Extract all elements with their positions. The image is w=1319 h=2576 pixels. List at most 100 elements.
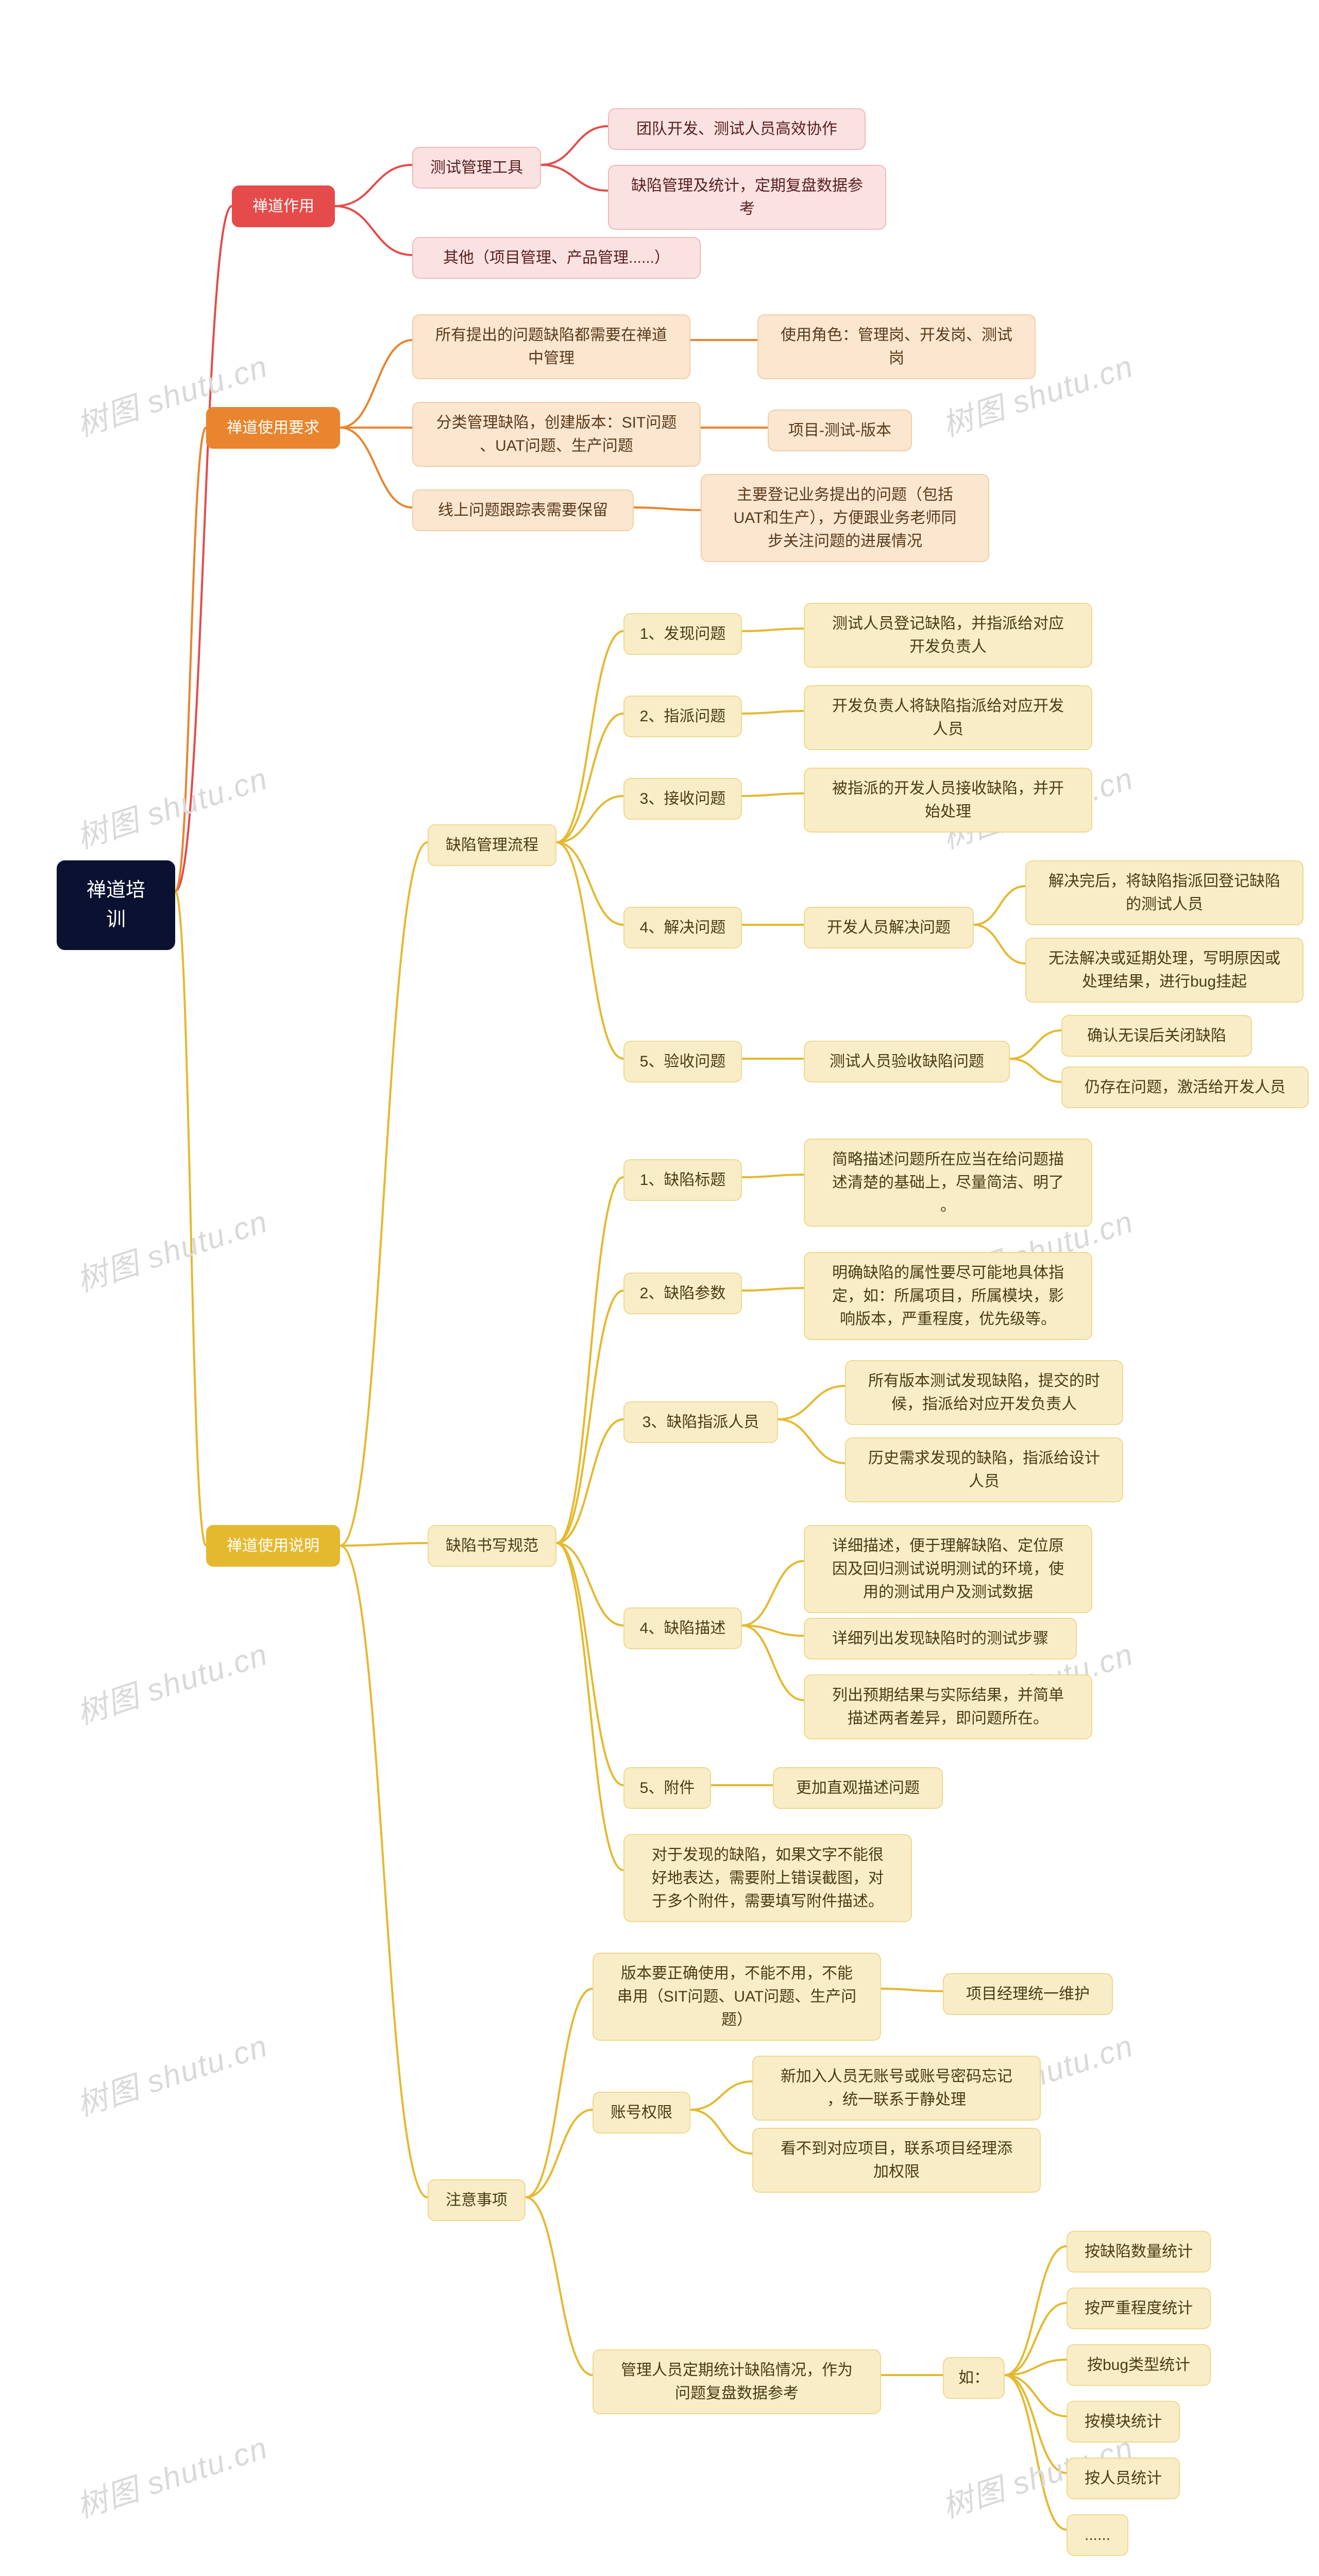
node-label: 测试管理工具 (430, 156, 523, 179)
mindmap-node-n3a3[interactable]: 3、接收问题 (623, 778, 742, 820)
link-n1-n1b (335, 206, 412, 255)
node-label: 仍存在问题，激活给开发人员 (1085, 1076, 1286, 1099)
mindmap-node-n3c3[interactable]: 管理人员定期统计缺陷情况，作为 问题复盘数据参考 (593, 2349, 881, 2414)
mindmap-node-n3b2d[interactable]: 明确缺陷的属性要尽可能地具体指 定，如：所属项目，所属模块，影 响版本，严重程度… (804, 1252, 1092, 1340)
mindmap-node-n3a5d[interactable]: 测试人员验收缺陷问题 (804, 1041, 1010, 1082)
mindmap-node-n3b[interactable]: 缺陷书写规范 (428, 1525, 556, 1567)
link-n1-n1a (335, 165, 412, 206)
mindmap-node-n2[interactable]: 禅道使用要求 (206, 407, 340, 449)
link-n3a-n3a4 (556, 842, 623, 925)
node-label: 1、发现问题 (640, 622, 726, 646)
mindmap-node-n2a1[interactable]: 使用角色：管理岗、开发岗、测试 岗 (757, 314, 1036, 379)
node-label: 所有版本测试发现缺陷，提交的时 候，指派给对应开发负责人 (868, 1369, 1100, 1416)
node-label: 更加直观描述问题 (796, 1776, 920, 1800)
node-label: 项目-测试-版本 (788, 419, 891, 442)
mindmap-node-n3c[interactable]: 注意事项 (428, 2179, 526, 2221)
mindmap-node-n3c2d1[interactable]: 新加入人员无账号或账号密码忘记 ，统一联系于静处理 (752, 2056, 1041, 2121)
mindmap-node-n3a5d1[interactable]: 确认无误后关闭缺陷 (1061, 1015, 1252, 1057)
link-n3b2-n3b2d (742, 1288, 804, 1291)
node-label: 开发负责人将缺陷指派给对应开发 人员 (832, 694, 1064, 741)
node-label: 测试人员验收缺陷问题 (830, 1050, 984, 1073)
mindmap-node-n3[interactable]: 禅道使用说明 (206, 1525, 340, 1567)
node-label: 缺陷管理及统计，定期复盘数据参 考 (631, 174, 863, 221)
mindmap-node-n3c3d6[interactable]: ...... (1067, 2514, 1128, 2556)
mindmap-node-n3a2d[interactable]: 开发负责人将缺陷指派给对应开发 人员 (804, 685, 1092, 750)
node-label: 简略描述问题所在应当在给问题描 述清楚的基础上，尽量简洁、明了 。 (832, 1148, 1064, 1217)
link-n3a4d-n3a4d2 (974, 925, 1025, 963)
link-n3a1-n3a1d (742, 629, 804, 631)
mindmap-node-n3c3d1[interactable]: 按缺陷数量统计 (1067, 2231, 1211, 2273)
mindmap-node-n1a1[interactable]: 团队开发、测试人员高效协作 (608, 108, 866, 150)
mindmap-node-n3c2[interactable]: 账号权限 (593, 2092, 690, 2133)
mindmap-node-n3c2d2[interactable]: 看不到对应项目，联系项目经理添 加权限 (752, 2128, 1041, 2193)
mindmap-node-n3a1[interactable]: 1、发现问题 (623, 613, 742, 655)
node-label: 被指派的开发人员接收缺陷，并开 始处理 (832, 777, 1064, 823)
node-label: 3、缺陷指派人员 (642, 1411, 759, 1434)
mindmap-node-n3b4[interactable]: 4、缺陷描述 (623, 1607, 742, 1649)
node-label: 明确缺陷的属性要尽可能地具体指 定，如：所属项目，所属模块，影 响版本，严重程度… (832, 1261, 1064, 1331)
mindmap-node-n3a[interactable]: 缺陷管理流程 (428, 824, 556, 866)
mindmap-node-n3b5[interactable]: 5、附件 (623, 1767, 711, 1809)
mindmap-node-n3c3d4[interactable]: 按模块统计 (1067, 2401, 1180, 2443)
node-label: 按人员统计 (1085, 2467, 1162, 2490)
mindmap-node-n3c3d3[interactable]: 按bug类型统计 (1067, 2344, 1211, 2386)
mindmap-node-n3a4d[interactable]: 开发人员解决问题 (804, 907, 974, 948)
mindmap-node-n3c3d2[interactable]: 按严重程度统计 (1067, 2287, 1211, 2329)
mindmap-node-n3b3d1[interactable]: 所有版本测试发现缺陷，提交的时 候，指派给对应开发负责人 (845, 1360, 1123, 1425)
mindmap-node-n3a4d1[interactable]: 解决完后，将缺陷指派回登记缺陷 的测试人员 (1025, 860, 1304, 925)
node-label: 新加入人员无账号或账号密码忘记 ，统一联系于静处理 (781, 2065, 1012, 2111)
mindmap-node-n3b3[interactable]: 3、缺陷指派人员 (623, 1401, 778, 1443)
mindmap-node-n3b2[interactable]: 2、缺陷参数 (623, 1273, 742, 1314)
mindmap-node-n3a5d2[interactable]: 仍存在问题，激活给开发人员 (1061, 1066, 1309, 1108)
node-label: 2、指派问题 (640, 705, 726, 728)
node-label: 按缺陷数量统计 (1085, 2240, 1193, 2263)
node-label: 管理人员定期统计缺陷情况，作为 问题复盘数据参考 (621, 2359, 853, 2405)
mindmap-node-n2b[interactable]: 分类管理缺陷，创建版本：SIT问题 、UAT问题、生产问题 (412, 402, 701, 467)
mindmap-node-n1a[interactable]: 测试管理工具 (412, 147, 541, 189)
node-label: 所有提出的问题缺陷都需要在禅道 中管理 (435, 324, 667, 370)
mindmap-node-n3a4[interactable]: 4、解决问题 (623, 907, 742, 948)
link-root-n2 (175, 428, 206, 891)
mindmap-node-n3a4d2[interactable]: 无法解决或延期处理，写明原因或 处理结果，进行bug挂起 (1025, 938, 1304, 1003)
mindmap-node-n3b5d[interactable]: 更加直观描述问题 (773, 1767, 943, 1809)
mindmap-node-n3c1d[interactable]: 项目经理统一维护 (943, 1973, 1113, 2015)
mindmap-node-n1[interactable]: 禅道作用 (232, 185, 335, 227)
node-label: 如： (958, 2366, 989, 2389)
mindmap-node-n3c1[interactable]: 版本要正确使用，不能不用，不能 串用（SIT问题、UAT问题、生产问 题） (593, 1953, 881, 2041)
mindmap-node-n3c3d[interactable]: 如： (943, 2357, 1005, 2399)
mindmap-node-n3b1d[interactable]: 简略描述问题所在应当在给问题描 述清楚的基础上，尽量简洁、明了 。 (804, 1139, 1092, 1227)
link-n3b-n3b3 (556, 1419, 623, 1543)
mindmap-node-n2c[interactable]: 线上问题跟踪表需要保留 (412, 489, 634, 531)
mindmap-node-n3b4d1[interactable]: 详细描述，便于理解缺陷、定位原 因及回归测试说明测试的环境，使 用的测试用户及测… (804, 1525, 1092, 1613)
node-label: 账号权限 (611, 2101, 672, 2124)
mindmap-node-n1b[interactable]: 其他（项目管理、产品管理......） (412, 237, 701, 279)
mindmap-node-n3b3d2[interactable]: 历史需求发现的缺陷，指派给设计 人员 (845, 1437, 1123, 1502)
mindmap-node-n3b4d2[interactable]: 详细列出发现缺陷时的测试步骤 (804, 1618, 1077, 1659)
node-label: 历史需求发现的缺陷，指派给设计 人员 (868, 1447, 1100, 1493)
mindmap-node-n3a1d[interactable]: 测试人员登记缺陷，并指派给对应 开发负责人 (804, 603, 1092, 668)
link-n3a5d-n3a5d1 (1010, 1030, 1061, 1059)
mindmap-node-n3b1[interactable]: 1、缺陷标题 (623, 1159, 742, 1201)
node-label: 主要登记业务提出的问题（包括 UAT和生产），方便跟业务老师同 步关注问题的进展… (734, 483, 957, 553)
node-label: 详细列出发现缺陷时的测试步骤 (832, 1627, 1049, 1650)
link-n3c1-n3c1d (881, 1989, 943, 1991)
mindmap-node-n1a2[interactable]: 缺陷管理及统计，定期复盘数据参 考 (608, 165, 886, 230)
node-label: 4、解决问题 (640, 916, 726, 939)
mindmap-node-n2c1[interactable]: 主要登记业务提出的问题（包括 UAT和生产），方便跟业务老师同 步关注问题的进展… (701, 474, 989, 562)
link-n3b1-n3b1d (742, 1175, 804, 1177)
mindmap-node-n3c3d5[interactable]: 按人员统计 (1067, 2458, 1180, 2499)
node-label: 分类管理缺陷，创建版本：SIT问题 、UAT问题、生产问题 (436, 411, 677, 457)
node-label: 禅道使用要求 (227, 416, 319, 439)
mindmap-node-n2b1[interactable]: 项目-测试-版本 (768, 410, 912, 451)
mindmap-node-n3a3d[interactable]: 被指派的开发人员接收缺陷，并开 始处理 (804, 768, 1092, 833)
mindmap-node-n3a2[interactable]: 2、指派问题 (623, 696, 742, 737)
node-label: 按严重程度统计 (1085, 2297, 1193, 2320)
mindmap-node-n2a[interactable]: 所有提出的问题缺陷都需要在禅道 中管理 (412, 314, 690, 379)
link-root-n3 (175, 891, 206, 1546)
mindmap-node-n3b6[interactable]: 对于发现的缺陷，如果文字不能很 好地表达，需要附上错误截图，对 于多个附件，需要… (623, 1834, 912, 1922)
node-label: 缺陷管理流程 (446, 834, 538, 857)
mindmap-node-root[interactable]: 禅道培训 (57, 860, 175, 950)
mindmap-node-n3b4d3[interactable]: 列出预期结果与实际结果，并简单 描述两者差异，即问题所在。 (804, 1674, 1092, 1739)
link-root-n1 (175, 206, 232, 891)
mindmap-node-n3a5[interactable]: 5、验收问题 (623, 1041, 742, 1082)
